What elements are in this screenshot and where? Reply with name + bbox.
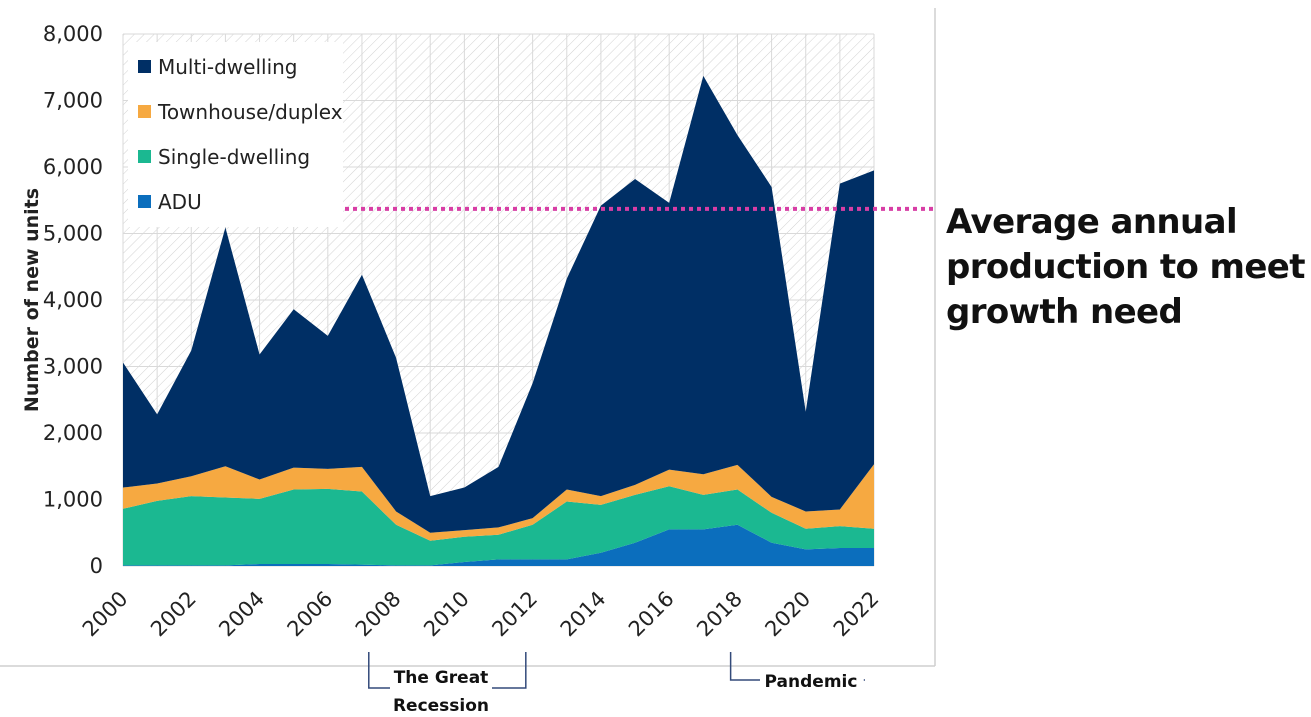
area-multi-dwelling bbox=[123, 75, 874, 533]
pandemic-bracket: Pandemic bbox=[729, 652, 865, 692]
y-tick-label: 8,000 bbox=[43, 22, 103, 46]
x-axis-ticks: 2000 2002 2004 2006 2008 2010 2012 2014 2016 2018… bbox=[78, 587, 884, 642]
recession-label-line2: Recession bbox=[393, 696, 489, 716]
y-tick-label: 4,000 bbox=[43, 288, 103, 312]
area-series bbox=[123, 75, 874, 566]
legend-label: Single-dwelling bbox=[158, 145, 310, 169]
legend: Multi-dwelling Townhouse/duplex Single-dwe… bbox=[128, 42, 343, 227]
y-tick-label: 1,000 bbox=[43, 488, 103, 512]
x-tick-label: 2002 bbox=[146, 587, 201, 642]
x-tick-label: 2020 bbox=[760, 587, 815, 642]
x-tick-label: 2012 bbox=[487, 587, 542, 642]
y-tick-label: 5,000 bbox=[43, 222, 103, 246]
y-axis-label: Number of new units bbox=[21, 188, 43, 412]
pandemic-label: Pandemic bbox=[765, 672, 858, 692]
y-axis-ticks: 0 1,000 2,000 3,000 4,000 5,000 6,000 7,000 8,00… bbox=[43, 22, 103, 578]
x-tick-label: 2004 bbox=[214, 587, 269, 642]
area-adu bbox=[123, 524, 874, 566]
x-tick-label: 2000 bbox=[78, 587, 133, 642]
legend-swatch bbox=[138, 105, 151, 118]
legend-label: ADU bbox=[158, 190, 202, 214]
legend-label: Townhouse/duplex bbox=[157, 100, 343, 124]
legend-swatch bbox=[138, 60, 151, 73]
x-tick-label: 2016 bbox=[624, 587, 679, 642]
legend-box bbox=[128, 42, 343, 227]
x-tick-label: 2022 bbox=[829, 587, 884, 642]
y-tick-label: 0 bbox=[90, 554, 103, 578]
x-tick-label: 2010 bbox=[419, 587, 474, 642]
x-tick-label: 2018 bbox=[692, 587, 747, 642]
y-tick-label: 6,000 bbox=[43, 155, 103, 179]
target-line-label: Average annual production to meet growth… bbox=[946, 202, 1306, 332]
x-tick-label: 2006 bbox=[283, 587, 338, 642]
legend-swatch bbox=[138, 150, 151, 163]
x-tick-label: 2008 bbox=[351, 587, 406, 642]
recession-label-line1: The Great bbox=[394, 668, 489, 688]
area-single-dwelling bbox=[123, 486, 874, 566]
recession-bracket-line bbox=[368, 652, 527, 689]
y-tick-label: 2,000 bbox=[43, 421, 103, 445]
legend-label: Multi-dwelling bbox=[158, 55, 298, 79]
y-tick-label: 7,000 bbox=[43, 89, 103, 113]
x-tick-label: 2014 bbox=[556, 587, 611, 642]
pandemic-bracket-line bbox=[729, 652, 865, 681]
legend-swatch bbox=[138, 195, 151, 208]
recession-bracket: The Great Recession bbox=[368, 652, 527, 716]
area-townhouse-duplex bbox=[123, 464, 874, 541]
y-tick-label: 3,000 bbox=[43, 355, 103, 379]
